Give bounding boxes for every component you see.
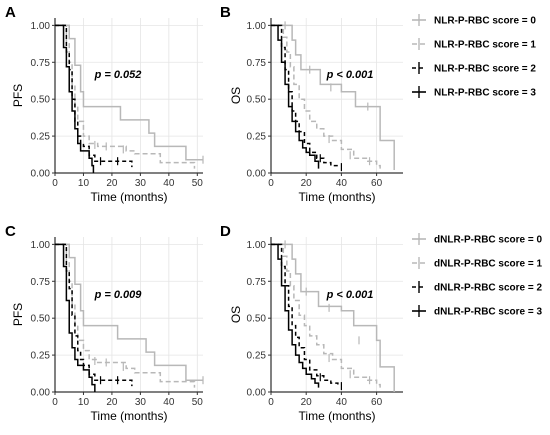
panel-a: 0.00 0.25 0.50 0.75 1.00 0 10 20 30 40 50 Time (mon… [5,4,204,204]
x-axis-title: Time (months) [91,190,168,204]
x-axis-title: Time (months) [91,409,168,423]
y-tick-label: 0.25 [247,132,267,143]
panel-letter: B [220,4,231,21]
legend-d: dNLR-P-RBC score = 0 dNLR-P-RBC score = 1… [412,233,543,318]
plot-area [271,18,403,173]
x-tick-label: 0 [268,397,274,408]
x-tick-label: 40 [336,178,348,189]
x-tick-label: 20 [301,397,313,408]
km-curve-2 [55,24,133,168]
legend-label: dNLR-P-RBC score = 2 [434,283,543,294]
km-curve-1 [55,24,196,169]
panel-letter: C [5,223,16,240]
plot-area [55,237,203,392]
km-curve-0 [55,243,203,381]
legend-label: NLR-P-RBC score = 0 [434,16,536,27]
x-tick-label: 40 [163,178,175,189]
km-curve-2 [55,243,133,387]
x-tick-label: 20 [106,178,118,189]
y-tick-label: 0.75 [31,277,51,288]
y-tick-label: 1.00 [31,21,51,32]
km-curve-0 [271,243,395,392]
x-tick-label: 20 [106,397,118,408]
y-tick-label: 0.00 [247,169,267,180]
y-tick-label: 0.75 [31,58,51,69]
p-value-annotation: p < 0.001 [326,69,374,81]
y-tick-label: 0.75 [247,277,267,288]
y-tick-label: 0.50 [247,95,267,106]
km-curve-0 [55,24,203,161]
y-tick-label: 0.50 [31,314,51,325]
p-value-annotation: p < 0.001 [326,289,374,301]
y-tick-label: 0.25 [247,351,267,362]
y-axis-title: OS [229,87,243,104]
km-curve-3 [55,243,96,392]
y-tick-label: 0.25 [31,132,51,143]
y-tick-label: 0.25 [31,351,51,362]
y-axis-title: OS [229,306,243,323]
x-tick-label: 30 [135,178,147,189]
km-curve-3 [271,243,320,388]
km-curve-2 [271,243,339,387]
km-curve-3 [55,24,95,173]
x-tick-label: 40 [336,397,348,408]
y-tick-label: 0.50 [31,95,51,106]
x-tick-label: 50 [192,397,204,408]
y-tick-label: 0.00 [31,169,51,180]
km-curve-1 [55,243,196,388]
legend-b: NLR-P-RBC score = 0 NLR-P-RBC score = 1 NL… [412,14,536,99]
x-tick-label: 0 [268,178,274,189]
x-tick-label: 0 [52,397,58,408]
x-tick-label: 10 [78,397,90,408]
x-tick-label: 0 [52,178,58,189]
x-tick-label: 50 [192,178,204,189]
y-tick-label: 0.75 [247,58,267,69]
y-axis-title: PFS [11,303,25,326]
legend-label: dNLR-P-RBC score = 1 [434,259,543,270]
km-curve-1 [271,243,381,388]
x-tick-label: 60 [371,397,383,408]
y-tick-label: 1.00 [247,21,267,32]
y-axis-title: PFS [11,84,25,107]
x-tick-label: 60 [371,178,383,189]
x-tick-label: 10 [78,178,90,189]
legend-label: NLR-P-RBC score = 3 [434,88,536,99]
y-tick-label: 0.00 [31,388,51,399]
plot-area [55,18,203,173]
x-axis-title: Time (months) [299,409,376,423]
panel-letter: D [220,223,231,240]
legend-label: dNLR-P-RBC score = 0 [434,235,543,246]
x-axis-title: Time (months) [299,190,376,204]
x-tick-label: 40 [163,397,175,408]
legend-label: NLR-P-RBC score = 1 [434,40,536,51]
y-tick-label: 1.00 [247,240,267,251]
x-tick-label: 20 [301,178,313,189]
y-tick-label: 0.00 [247,388,267,399]
km-curve-0 [271,24,395,171]
km-curve-2 [271,24,339,168]
legend-label: dNLR-P-RBC score = 3 [434,307,543,318]
p-value-annotation: p = 0.052 [94,69,142,81]
y-tick-label: 1.00 [31,240,51,251]
plot-area [271,237,403,392]
y-tick-label: 0.50 [247,314,267,325]
km-curve-1 [271,24,381,169]
p-value-annotation: p = 0.009 [94,289,143,301]
km-curve-3 [271,24,320,169]
x-tick-label: 30 [135,397,147,408]
panel-c: 0.00 0.25 0.50 0.75 1.00 0 10 20 30 40 50 Time (mon… [5,223,204,423]
legend-label: NLR-P-RBC score = 2 [434,64,536,75]
panel-letter: A [5,4,16,21]
